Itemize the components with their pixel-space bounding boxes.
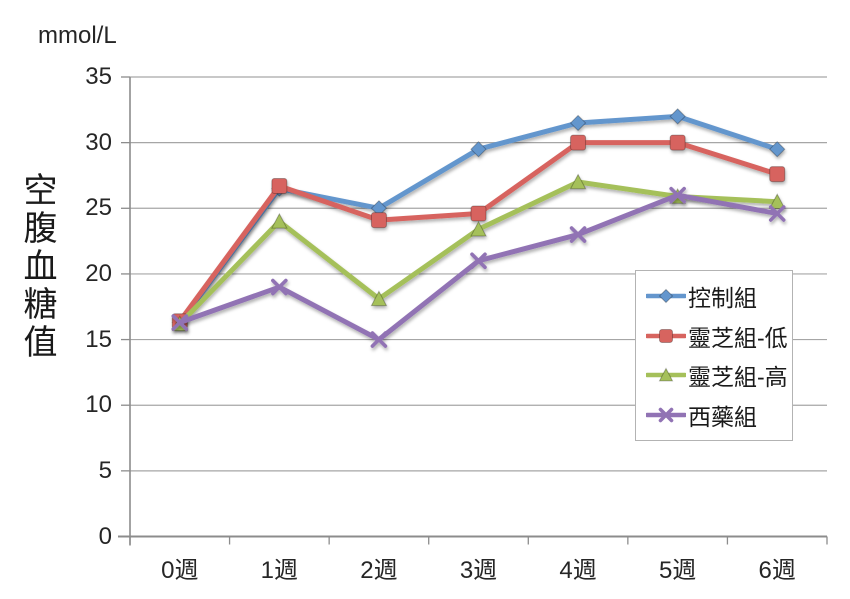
legend: 控制組靈芝組-低靈芝組-高西藥組 <box>635 270 793 441</box>
legend-item: 靈芝組-高 <box>646 356 790 394</box>
y-tick-label: 0 <box>98 522 112 550</box>
x-category-label: 4週 <box>559 557 597 584</box>
y-tick-label: 20 <box>85 259 112 287</box>
legend-label: 靈芝組-高 <box>688 364 788 391</box>
y-tick-label: 10 <box>85 391 112 419</box>
x-category-label: 1週 <box>260 557 299 584</box>
x-category-label: 0週 <box>161 557 199 584</box>
y-axis-unit-label: mmol/L <box>38 22 117 49</box>
legend-marker-triangle-icon <box>646 367 686 382</box>
y-tick-label: 15 <box>85 325 112 353</box>
legend-item: 控制組 <box>646 277 790 315</box>
y-axis-title: 空腹血糖值 <box>18 172 56 362</box>
x-category-label: 6週 <box>758 557 796 584</box>
legend-item: 西藥組 <box>646 396 790 434</box>
legend-label: 靈芝組-低 <box>688 324 788 351</box>
x-category-label: 5週 <box>658 557 697 584</box>
series-西藥組 <box>171 186 786 348</box>
legend-marker-diamond-icon <box>646 288 686 304</box>
legend-label: 控制組 <box>688 284 757 311</box>
y-tick-label: 35 <box>85 63 112 90</box>
x-category-label: 3週 <box>459 557 498 584</box>
series-靈芝組-低 <box>171 134 786 330</box>
y-tick-label: 25 <box>85 194 112 222</box>
y-tick-label: 30 <box>85 128 112 156</box>
legend-item: 靈芝組-低 <box>646 317 790 355</box>
x-category-label: 2週 <box>360 557 398 584</box>
legend-label: 西藥組 <box>688 404 757 431</box>
y-tick-label: 5 <box>98 456 112 484</box>
legend-marker-square-icon <box>646 328 686 343</box>
legend-marker-x-icon <box>646 407 686 423</box>
